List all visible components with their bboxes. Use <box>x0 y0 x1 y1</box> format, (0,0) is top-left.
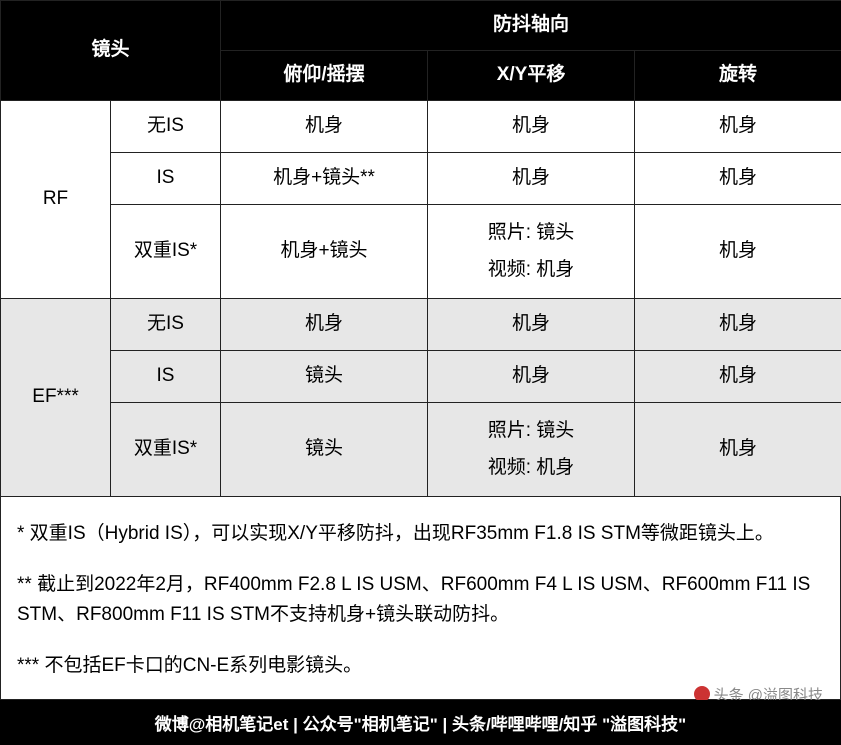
footnote-2: ** 截止到2022年2月，RF400mm F2.8 L IS USM、RF60… <box>17 570 824 629</box>
footer-text: 微博@相机笔记et | 公众号"相机笔记" | 头条/哔哩哔哩/知乎 "溢图科技… <box>155 715 687 734</box>
table-cell: 机身 <box>221 101 428 153</box>
row-label: 无IS <box>111 101 221 153</box>
footer-credits: 微博@相机笔记et | 公众号"相机笔记" | 头条/哔哩哔哩/知乎 "溢图科技… <box>0 700 841 745</box>
header-lens: 镜头 <box>1 1 221 101</box>
group-label-RF: RF <box>1 101 111 299</box>
row-label: 无IS <box>111 299 221 351</box>
header-col-0: 俯仰/摇摆 <box>221 51 428 101</box>
table-cell: 机身 <box>428 153 635 205</box>
table-cell: 机身 <box>635 101 841 153</box>
table-cell: 机身+镜头** <box>221 153 428 205</box>
table-cell: 照片: 镜头视频: 机身 <box>428 205 635 299</box>
header-col-1: X/Y平移 <box>428 51 635 101</box>
row-label: 双重IS* <box>111 403 221 497</box>
table-cell: 镜头 <box>221 351 428 403</box>
table-cell: 机身 <box>428 351 635 403</box>
table-cell: 机身+镜头 <box>221 205 428 299</box>
table-cell: 机身 <box>635 403 841 497</box>
table-cell: 机身 <box>221 299 428 351</box>
footnotes: * 双重IS（Hybrid IS），可以实现X/Y平移防抖，出现RF35mm F… <box>0 497 841 700</box>
header-stab-group: 防抖轴向 <box>221 1 841 51</box>
row-label: IS <box>111 153 221 205</box>
table-cell: 镜头 <box>221 403 428 497</box>
table-cell: 机身 <box>635 205 841 299</box>
table-cell: 机身 <box>428 101 635 153</box>
footnote-1: * 双重IS（Hybrid IS），可以实现X/Y平移防抖，出现RF35mm F… <box>17 519 824 548</box>
row-label: IS <box>111 351 221 403</box>
group-label-EF***: EF*** <box>1 299 111 497</box>
page-wrap: 镜头防抖轴向俯仰/摇摆X/Y平移旋转RF无IS机身机身机身IS机身+镜头**机身… <box>0 0 841 745</box>
footnote-3: *** 不包括EF卡口的CN-E系列电影镜头。 <box>17 651 824 680</box>
table-cell: 机身 <box>635 299 841 351</box>
table-cell: 照片: 镜头视频: 机身 <box>428 403 635 497</box>
header-col-2: 旋转 <box>635 51 841 101</box>
stabilization-table: 镜头防抖轴向俯仰/摇摆X/Y平移旋转RF无IS机身机身机身IS机身+镜头**机身… <box>0 0 841 497</box>
row-label: 双重IS* <box>111 205 221 299</box>
table-cell: 机身 <box>428 299 635 351</box>
table-cell: 机身 <box>635 351 841 403</box>
table-cell: 机身 <box>635 153 841 205</box>
